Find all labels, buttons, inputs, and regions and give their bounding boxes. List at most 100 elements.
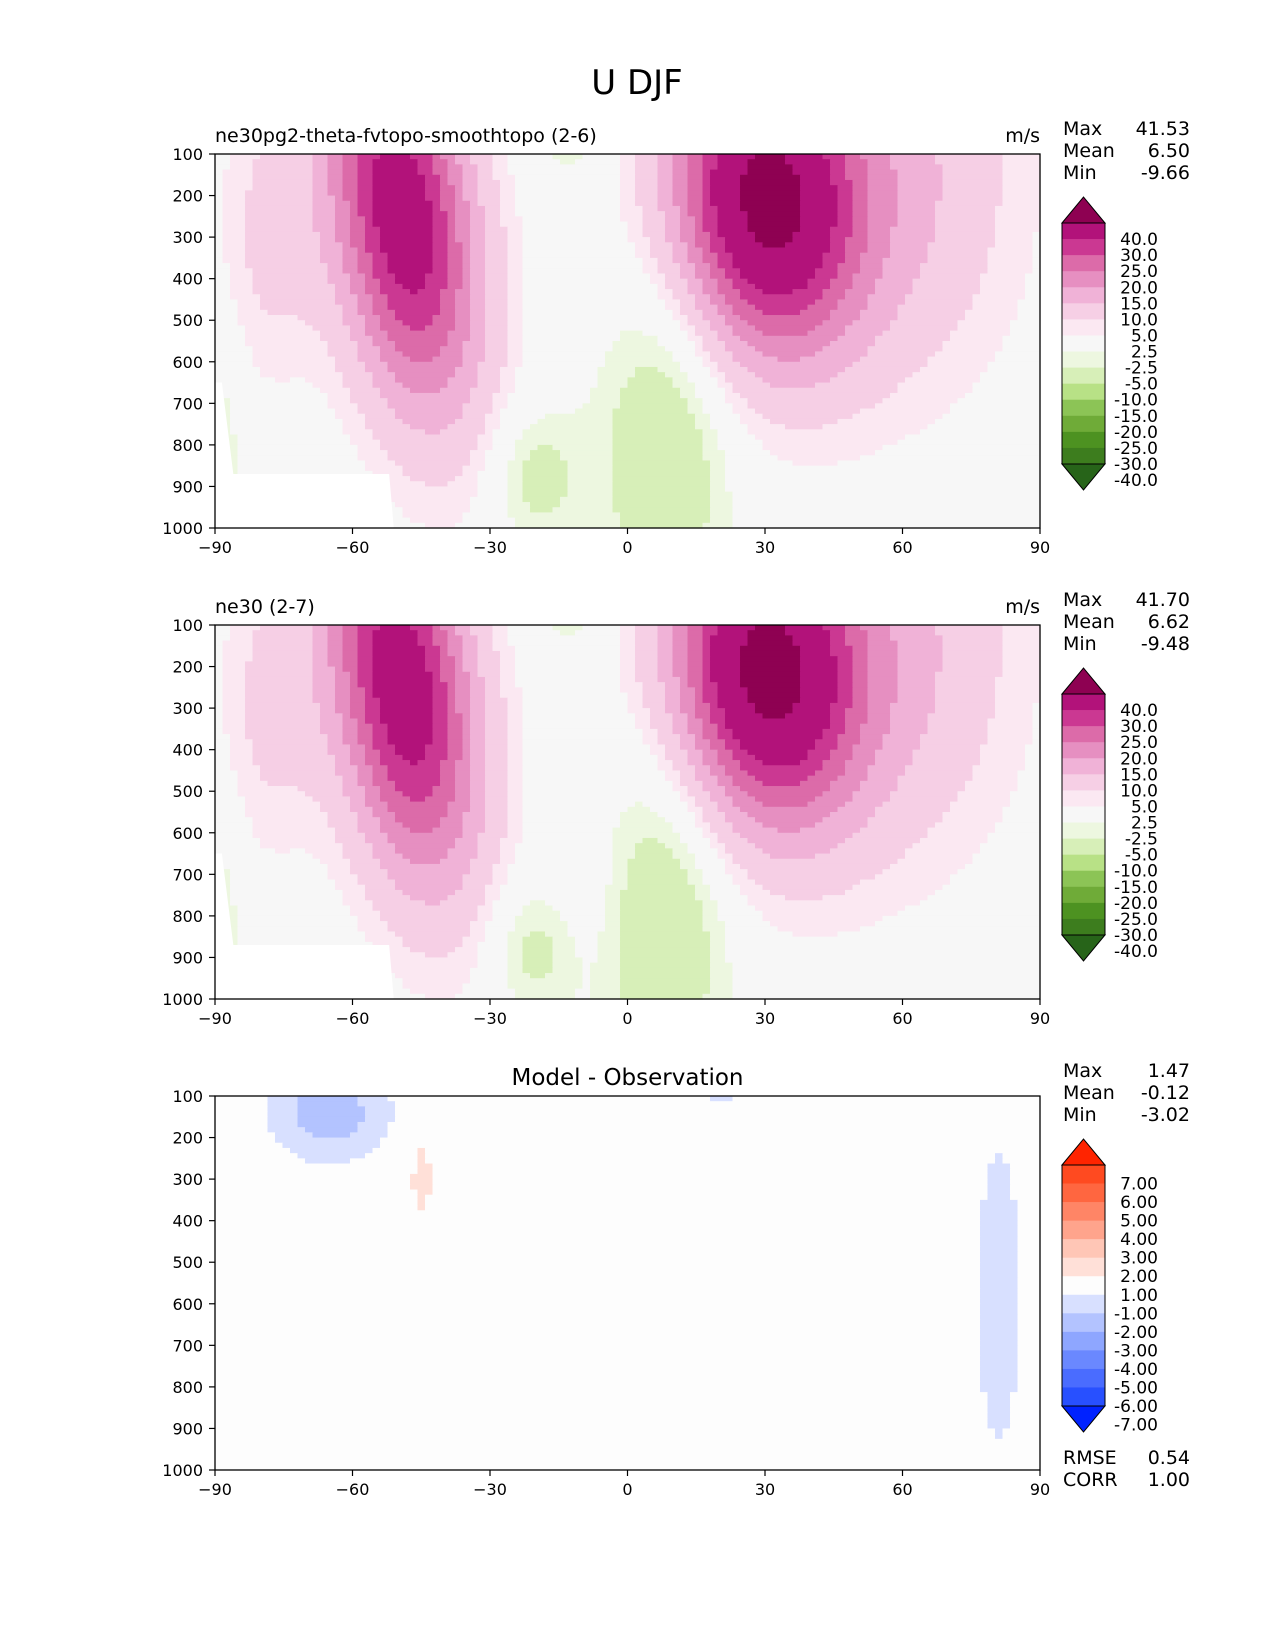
stat-value: -0.12	[1141, 1082, 1190, 1104]
x-tick-label: 0	[622, 538, 632, 557]
panel-ref: ne30 (2-7) m/s100200300400500600700800900…	[162, 589, 1190, 1028]
colorbar-label: -10.0	[1114, 862, 1158, 882]
colorbar-segment	[1062, 806, 1105, 823]
colorbar-segment	[1062, 1294, 1105, 1314]
y-tick-label: 600	[172, 353, 203, 372]
y-tick-label: 900	[172, 1419, 203, 1438]
panel-title: ne30pg2-theta-fvtopo-smoothtopo (2-6)	[215, 125, 597, 147]
colorbar-label: 10.0	[1120, 781, 1158, 801]
colorbar-label: -30.0	[1114, 455, 1158, 475]
colorbar-segment	[1062, 758, 1105, 775]
stat-label: Min	[1063, 633, 1097, 655]
colorbar-segment	[1062, 351, 1105, 368]
y-tick-label: 900	[172, 948, 203, 967]
colorbar-label: -3.00	[1114, 1341, 1158, 1361]
x-tick-label: 90	[1030, 1009, 1050, 1028]
colorbar-label: -2.00	[1114, 1323, 1158, 1343]
x-tick-label: −90	[198, 1480, 232, 1499]
y-tick-label: 200	[172, 658, 203, 677]
colorbar-label: 5.0	[1131, 326, 1158, 346]
y-tick-label: 600	[172, 824, 203, 843]
extra-stat-label: RMSE	[1063, 1447, 1117, 1469]
stat-label: Max	[1063, 1060, 1102, 1082]
colorbar-segment	[1062, 335, 1105, 352]
topography-mask	[215, 853, 394, 999]
colorbar-label: 40.0	[1120, 701, 1158, 721]
colorbar-label: 2.5	[1131, 343, 1158, 363]
colorbar-segment	[1062, 303, 1105, 320]
colorbar-segment	[1062, 1202, 1105, 1222]
stat-value: -9.48	[1141, 633, 1190, 655]
y-tick-label: 100	[172, 616, 203, 635]
stat-label: Min	[1063, 162, 1097, 184]
colorbar-segment	[1062, 431, 1105, 449]
colorbar-segment	[1062, 447, 1105, 465]
y-tick-label: 400	[172, 270, 203, 289]
colorbar-segment	[1062, 1220, 1105, 1240]
y-tick-label: 500	[172, 782, 203, 801]
colorbar-label: 3.00	[1120, 1249, 1158, 1269]
colorbar-label: 2.00	[1120, 1267, 1158, 1287]
y-tick-label: 400	[172, 741, 203, 760]
colorbar-label: 5.00	[1120, 1212, 1158, 1232]
colorbar-label: -25.0	[1114, 439, 1158, 459]
x-tick-label: −30	[473, 1009, 507, 1028]
y-tick-label: 200	[172, 187, 203, 206]
x-tick-label: 90	[1030, 538, 1050, 557]
topography-mask	[215, 382, 394, 528]
colorbar-segment	[1062, 774, 1105, 791]
panel-diff: Model - Observation100200300400500600700…	[162, 1060, 1190, 1499]
y-tick-label: 400	[172, 1212, 203, 1231]
colorbar-segment	[1062, 710, 1105, 727]
panel-units: m/s	[1005, 596, 1040, 618]
stat-value: 6.62	[1148, 611, 1190, 633]
extra-stat-value: 0.54	[1148, 1447, 1190, 1469]
colorbar-segment	[1062, 870, 1105, 888]
x-tick-label: 0	[622, 1480, 632, 1499]
stat-value: -9.66	[1141, 162, 1190, 184]
colorbar-label: 15.0	[1120, 765, 1158, 785]
colorbar-segment	[1062, 886, 1105, 904]
colorbar-frame	[1061, 222, 1106, 465]
panel-test: ne30pg2-theta-fvtopo-smoothtopo (2-6) m/s…	[162, 118, 1190, 557]
colorbar-segment	[1062, 287, 1105, 304]
x-tick-label: −30	[473, 538, 507, 557]
colorbar-segment	[1062, 1368, 1105, 1388]
stat-label: Mean	[1063, 1082, 1115, 1104]
panel-title: Model - Observation	[511, 1065, 743, 1091]
colorbar-segment	[1062, 838, 1105, 856]
colorbar-segment	[1062, 918, 1105, 936]
colorbar-label: 25.0	[1120, 733, 1158, 753]
colorbar-label: 15.0	[1120, 294, 1158, 314]
colorbar-label: -5.00	[1114, 1378, 1158, 1398]
colorbar-label: 1.00	[1120, 1286, 1158, 1306]
colorbar-label: -30.0	[1114, 926, 1158, 946]
colorbar-label: -40.0	[1114, 942, 1158, 962]
colorbar-extend-max	[1060, 196, 1107, 224]
colorbar-segment	[1062, 383, 1105, 401]
panel-units: m/s	[1005, 125, 1040, 147]
colorbar-segment	[1062, 271, 1105, 288]
y-tick-label: 700	[172, 1336, 203, 1355]
colorbar-segment	[1062, 726, 1105, 743]
colorbar: 40.030.025.020.015.010.05.02.5-2.5-5.0-1…	[1060, 667, 1158, 962]
extra-stat-value: 1.00	[1148, 1469, 1190, 1491]
colorbar-segment	[1062, 367, 1105, 385]
colorbar-label: 6.00	[1120, 1193, 1158, 1213]
stat-value: -3.02	[1141, 1104, 1190, 1126]
colorbar-label: 25.0	[1120, 262, 1158, 282]
colorbar-segment	[1062, 415, 1105, 433]
y-tick-label: 700	[172, 865, 203, 884]
y-tick-label: 800	[172, 1378, 203, 1397]
colorbar-label: 5.0	[1131, 797, 1158, 817]
colorbar-segment	[1062, 1165, 1105, 1184]
x-tick-label: 90	[1030, 1480, 1050, 1499]
x-tick-label: 30	[755, 538, 775, 557]
colorbar-extend-min	[1060, 1405, 1107, 1433]
colorbar-label: 20.0	[1120, 749, 1158, 769]
colorbar-label: -10.0	[1114, 391, 1158, 411]
colorbar-label: -5.0	[1125, 375, 1158, 395]
colorbar-label: -20.0	[1114, 894, 1158, 914]
colorbar-segment	[1062, 1350, 1105, 1370]
